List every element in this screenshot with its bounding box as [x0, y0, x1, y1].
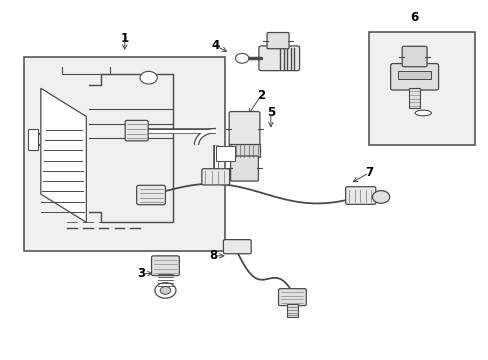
Text: 5: 5: [266, 107, 274, 120]
Circle shape: [160, 287, 170, 294]
FancyBboxPatch shape: [229, 112, 259, 146]
FancyBboxPatch shape: [230, 156, 258, 181]
FancyBboxPatch shape: [401, 46, 426, 67]
FancyBboxPatch shape: [258, 46, 299, 71]
Circle shape: [140, 71, 157, 84]
Text: 3: 3: [137, 267, 145, 280]
Bar: [215, 147, 234, 161]
Bar: [408, 88, 420, 108]
Text: 1: 1: [121, 32, 128, 45]
Text: 2: 2: [257, 89, 265, 102]
Bar: [368, 32, 473, 145]
Bar: [397, 71, 430, 80]
FancyBboxPatch shape: [223, 240, 251, 254]
FancyBboxPatch shape: [202, 169, 229, 185]
FancyBboxPatch shape: [136, 185, 165, 205]
FancyBboxPatch shape: [125, 120, 148, 141]
Text: 4: 4: [211, 40, 220, 53]
FancyBboxPatch shape: [278, 289, 305, 306]
Bar: [229, 144, 259, 157]
Bar: [28, 129, 39, 150]
Text: 6: 6: [409, 11, 418, 24]
Text: 7: 7: [364, 166, 372, 179]
Ellipse shape: [414, 110, 430, 116]
Bar: [24, 57, 225, 251]
Polygon shape: [41, 88, 86, 222]
Circle shape: [235, 53, 248, 63]
FancyBboxPatch shape: [345, 187, 375, 204]
Text: 8: 8: [209, 249, 217, 262]
FancyBboxPatch shape: [151, 256, 179, 276]
Circle shape: [372, 190, 389, 203]
FancyBboxPatch shape: [390, 64, 438, 90]
Circle shape: [155, 283, 176, 298]
FancyBboxPatch shape: [266, 32, 288, 49]
Bar: [286, 304, 298, 316]
